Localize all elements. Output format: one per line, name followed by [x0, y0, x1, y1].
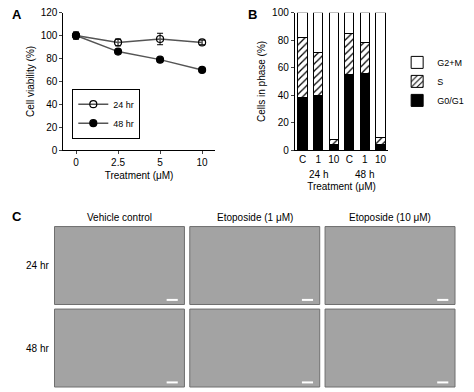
- svg-text:60: 60: [46, 76, 58, 87]
- svg-text:G2+M: G2+M: [437, 58, 462, 68]
- svg-text:80: 80: [278, 35, 290, 46]
- svg-text:40: 40: [278, 90, 290, 101]
- svg-text:10: 10: [197, 157, 209, 168]
- svg-text:C: C: [12, 209, 22, 224]
- svg-text:1: 1: [315, 154, 321, 165]
- svg-text:40: 40: [46, 99, 58, 110]
- svg-text:100: 100: [41, 30, 58, 41]
- svg-text:0: 0: [283, 145, 289, 156]
- svg-text:24 h: 24 h: [309, 169, 328, 180]
- svg-text:A: A: [12, 7, 22, 22]
- svg-text:Treatment (μM): Treatment (μM): [105, 170, 174, 181]
- svg-text:1: 1: [362, 154, 368, 165]
- svg-text:10: 10: [328, 154, 340, 165]
- svg-text:Etoposide (10 μM): Etoposide (10 μM): [349, 212, 431, 223]
- svg-text:24 hr: 24 hr: [26, 260, 49, 271]
- svg-text:Vehicle control: Vehicle control: [87, 212, 152, 223]
- svg-text:2.5: 2.5: [111, 157, 125, 168]
- svg-text:C: C: [346, 154, 353, 165]
- svg-text:10: 10: [375, 154, 387, 165]
- svg-text:20: 20: [46, 122, 58, 133]
- svg-text:G0/G1: G0/G1: [437, 96, 464, 106]
- svg-text:80: 80: [46, 53, 58, 64]
- svg-text:S: S: [437, 77, 443, 87]
- svg-text:B: B: [248, 7, 257, 22]
- svg-text:120: 120: [41, 7, 58, 18]
- svg-text:48 hr: 48 hr: [113, 119, 134, 129]
- svg-text:Cell viability (%): Cell viability (%): [25, 46, 36, 117]
- svg-text:60: 60: [278, 62, 290, 73]
- svg-text:0: 0: [73, 157, 79, 168]
- svg-text:48 hr: 48 hr: [26, 343, 49, 354]
- svg-text:0: 0: [52, 145, 58, 156]
- svg-text:20: 20: [278, 117, 290, 128]
- svg-text:5: 5: [157, 157, 163, 168]
- svg-text:100: 100: [272, 7, 289, 18]
- svg-text:48 h: 48 h: [355, 169, 374, 180]
- svg-text:C: C: [299, 154, 306, 165]
- svg-text:Cells in phase (%): Cells in phase (%): [256, 41, 267, 122]
- svg-text:Treatment (μM): Treatment (μM): [307, 181, 376, 192]
- svg-text:Etoposide (1 μM): Etoposide (1 μM): [217, 212, 293, 223]
- svg-text:24 hr: 24 hr: [113, 100, 134, 110]
